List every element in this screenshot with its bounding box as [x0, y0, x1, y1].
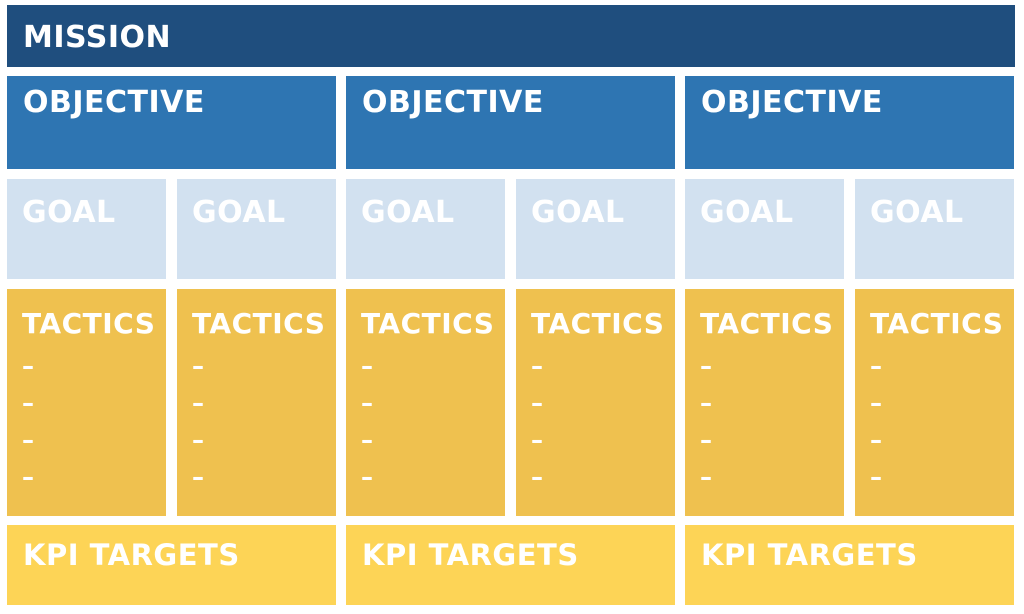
goal-box-6: GOAL — [855, 179, 1014, 279]
mission-label: MISSION — [23, 20, 172, 55]
goal-label: GOAL — [870, 195, 964, 230]
tactics-list: – – – – — [192, 348, 336, 496]
tactic-item: – — [531, 352, 544, 380]
tactics-list: – – – – — [531, 348, 675, 496]
tactics-label: TACTICS — [531, 307, 665, 340]
objective-label: OBJECTIVE — [701, 85, 883, 120]
tactic-item: – — [531, 426, 544, 454]
goal-label: GOAL — [22, 195, 116, 230]
goal-box-3: GOAL — [346, 179, 505, 279]
objective-box-1: OBJECTIVE — [7, 76, 336, 169]
kpi-targets-label: KPI TARGETS — [362, 538, 579, 572]
tactic-item: – — [531, 389, 544, 417]
goal-box-2: GOAL — [177, 179, 336, 279]
tactics-label: TACTICS — [870, 307, 1004, 340]
tactic-item: – — [361, 426, 374, 454]
goal-label: GOAL — [361, 195, 455, 230]
objective-box-2: OBJECTIVE — [346, 76, 675, 169]
kpi-targets-label: KPI TARGETS — [23, 538, 240, 572]
tactic-item: – — [192, 463, 205, 491]
tactic-item: – — [700, 389, 713, 417]
tactic-item: – — [531, 463, 544, 491]
tactic-item: – — [361, 463, 374, 491]
tactics-label: TACTICS — [700, 307, 834, 340]
tactic-item: – — [700, 426, 713, 454]
tactic-item: – — [700, 463, 713, 491]
kpi-targets-label: KPI TARGETS — [701, 538, 918, 572]
kpi-targets-box-1: KPI TARGETS — [7, 525, 336, 605]
tactics-list: – – – – — [22, 348, 166, 496]
tactic-item: – — [870, 426, 883, 454]
objective-box-3: OBJECTIVE — [685, 76, 1014, 169]
tactics-box-2: TACTICS – – – – — [177, 289, 336, 516]
goal-label: GOAL — [700, 195, 794, 230]
tactics-label: TACTICS — [192, 307, 326, 340]
goal-box-4: GOAL — [516, 179, 675, 279]
goal-label: GOAL — [531, 195, 625, 230]
tactics-box-4: TACTICS – – – – — [516, 289, 675, 516]
objective-label: OBJECTIVE — [23, 85, 205, 120]
tactics-list: – – – – — [870, 348, 1014, 496]
mission-bar: MISSION — [7, 5, 1015, 67]
goal-box-5: GOAL — [685, 179, 844, 279]
kpi-targets-box-3: KPI TARGETS — [685, 525, 1014, 605]
kpi-targets-box-2: KPI TARGETS — [346, 525, 675, 605]
tactics-box-6: TACTICS – – – – — [855, 289, 1014, 516]
tactic-item: – — [192, 352, 205, 380]
tactics-label: TACTICS — [361, 307, 495, 340]
tactics-box-5: TACTICS – – – – — [685, 289, 844, 516]
tactics-list: – – – – — [700, 348, 844, 496]
tactic-item: – — [361, 389, 374, 417]
tactics-box-1: TACTICS – – – – — [7, 289, 166, 516]
tactic-item: – — [870, 352, 883, 380]
tactic-item: – — [22, 426, 35, 454]
tactic-item: – — [22, 463, 35, 491]
goal-box-1: GOAL — [7, 179, 166, 279]
tactic-item: – — [361, 352, 374, 380]
tactic-item: – — [22, 389, 35, 417]
objective-label: OBJECTIVE — [362, 85, 544, 120]
tactic-item: – — [870, 463, 883, 491]
tactic-item: – — [192, 389, 205, 417]
tactic-item: – — [192, 426, 205, 454]
tactics-list: – – – – — [361, 348, 505, 496]
tactics-box-3: TACTICS – – – – — [346, 289, 505, 516]
tactic-item: – — [22, 352, 35, 380]
goal-label: GOAL — [192, 195, 286, 230]
tactic-item: – — [700, 352, 713, 380]
tactics-label: TACTICS — [22, 307, 156, 340]
tactic-item: – — [870, 389, 883, 417]
